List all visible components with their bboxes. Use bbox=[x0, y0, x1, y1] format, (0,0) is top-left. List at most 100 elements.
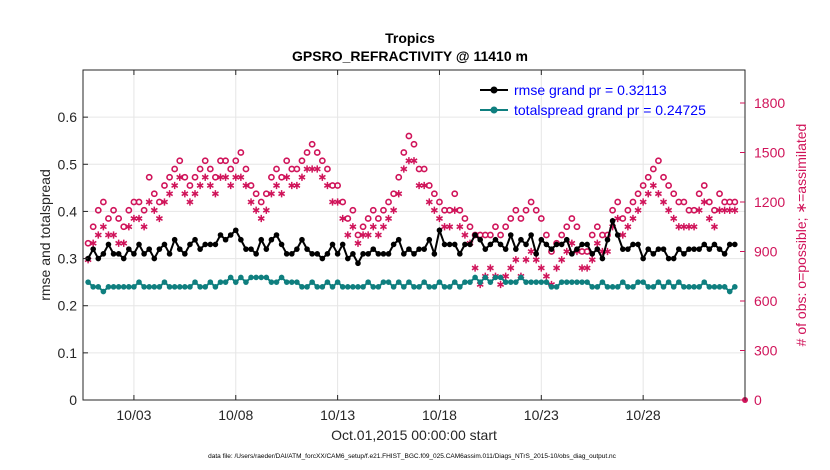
obs-possible-point bbox=[176, 157, 184, 165]
obs-assimilated-point bbox=[456, 223, 464, 231]
totalspread-point bbox=[146, 284, 152, 290]
obs-assimilated-point bbox=[420, 181, 428, 190]
rmse-point bbox=[477, 236, 484, 243]
rmse-point bbox=[85, 255, 91, 262]
obs-assimilated-point bbox=[140, 223, 148, 231]
rmse-point bbox=[238, 236, 244, 243]
obs-assimilated-point bbox=[145, 198, 153, 206]
rmse-point bbox=[446, 241, 453, 248]
totalspread-point bbox=[451, 279, 458, 285]
obs-possible-point bbox=[665, 182, 673, 189]
obs-assimilated-point bbox=[201, 173, 209, 181]
obs-possible-point bbox=[120, 223, 128, 231]
obs-possible-point bbox=[695, 190, 703, 198]
totalspread-point bbox=[487, 279, 494, 285]
obs-possible-point bbox=[283, 157, 291, 165]
totalspread-point bbox=[232, 279, 239, 285]
y-right-tick-label: 900 bbox=[754, 244, 778, 260]
obs-possible-point bbox=[680, 198, 688, 206]
obs-assimilated-point bbox=[542, 272, 550, 280]
rmse-point bbox=[619, 246, 626, 252]
totalspread-point bbox=[166, 284, 173, 290]
footnote: data file: /Users/raeder/DAI/ATM_forcXX/… bbox=[208, 453, 617, 460]
totalspread-point bbox=[426, 284, 433, 290]
totalspread-point bbox=[304, 284, 310, 290]
rmse-point bbox=[126, 246, 132, 252]
obs-possible-point bbox=[94, 206, 102, 214]
obs-possible-point bbox=[298, 157, 306, 165]
obs-assimilated-point bbox=[160, 198, 168, 206]
obs-possible-point bbox=[492, 223, 499, 231]
totalspread-point bbox=[411, 284, 417, 290]
obs-possible-point bbox=[537, 215, 545, 222]
obs-possible-point bbox=[609, 206, 616, 214]
obs-assimilated-point bbox=[89, 239, 97, 247]
obs-possible-point bbox=[405, 132, 413, 140]
obs-possible-point bbox=[268, 173, 275, 181]
totalspread-point bbox=[263, 274, 270, 281]
obs-assimilated-point bbox=[461, 231, 469, 239]
obs-possible-point bbox=[334, 182, 342, 189]
rmse-point bbox=[222, 236, 229, 243]
rmse-point bbox=[268, 236, 275, 243]
obs-assimilated-point bbox=[323, 181, 331, 190]
rmse-point bbox=[314, 251, 321, 257]
obs-assimilated-point bbox=[619, 231, 627, 239]
rmse-point bbox=[569, 251, 575, 257]
obs-assimilated-point bbox=[425, 198, 433, 206]
obs-possible-point bbox=[84, 239, 92, 247]
obs-possible-point bbox=[359, 223, 367, 231]
obs-assimilated-point bbox=[430, 206, 438, 214]
totalspread-point bbox=[171, 284, 178, 290]
rmse-point bbox=[502, 246, 509, 252]
obs-assimilated-point bbox=[344, 231, 352, 239]
totalspread-point bbox=[696, 284, 702, 290]
totalspread-point bbox=[625, 284, 631, 290]
obs-assimilated-point bbox=[410, 157, 418, 165]
obs-assimilated-point bbox=[374, 231, 382, 239]
obs-possible-point bbox=[308, 140, 316, 148]
y-left-tick-label: 0 bbox=[69, 392, 77, 408]
obs-possible-point bbox=[135, 198, 143, 206]
rmse-point bbox=[650, 251, 657, 257]
obs-assimilated-point bbox=[318, 173, 326, 181]
obs-assimilated-point bbox=[94, 231, 102, 239]
totalspread-point bbox=[319, 284, 326, 290]
obs-assimilated-point bbox=[166, 190, 174, 198]
obs-assimilated-point bbox=[400, 165, 408, 173]
rmse-point bbox=[329, 241, 336, 248]
obs-possible-point bbox=[700, 182, 708, 189]
rmse-point bbox=[401, 251, 407, 257]
chart-title: Tropics bbox=[385, 30, 435, 46]
rmse-point bbox=[176, 246, 183, 252]
obs-possible-point bbox=[466, 223, 474, 231]
rmse-point bbox=[273, 232, 280, 238]
obs-assimilated-point bbox=[364, 231, 372, 239]
totalspread-point bbox=[732, 284, 738, 290]
legend: rmse grand pr = 0.32113 totalspread gran… bbox=[480, 82, 706, 118]
rmse-point bbox=[579, 241, 585, 248]
totalspread-point bbox=[563, 279, 570, 285]
rmse-point bbox=[324, 251, 331, 257]
rmse-point bbox=[640, 255, 646, 262]
obs-possible-point bbox=[436, 198, 443, 206]
totalspread-point bbox=[701, 279, 708, 285]
obs-assimilated-point bbox=[334, 198, 342, 206]
totalspread-point bbox=[258, 274, 265, 281]
totalspread-point bbox=[156, 284, 163, 290]
rmse-point bbox=[166, 251, 173, 257]
obs-assimilated-point bbox=[486, 264, 494, 272]
obs-possible-point bbox=[313, 149, 321, 156]
obs-assimilated-point bbox=[206, 181, 214, 190]
obs-possible-point bbox=[497, 231, 504, 239]
rmse-point bbox=[436, 227, 443, 234]
obs-assimilated-point bbox=[242, 181, 250, 190]
totalspread-point bbox=[329, 284, 336, 290]
totalspread-point bbox=[553, 284, 560, 290]
obs-possible-point bbox=[451, 190, 459, 198]
obs-assimilated-point bbox=[237, 173, 245, 181]
y-left-tick-label: 0.3 bbox=[58, 251, 78, 267]
totalspread-point bbox=[350, 284, 356, 290]
rmse-point bbox=[380, 251, 387, 257]
obs-possible-point bbox=[639, 182, 647, 189]
